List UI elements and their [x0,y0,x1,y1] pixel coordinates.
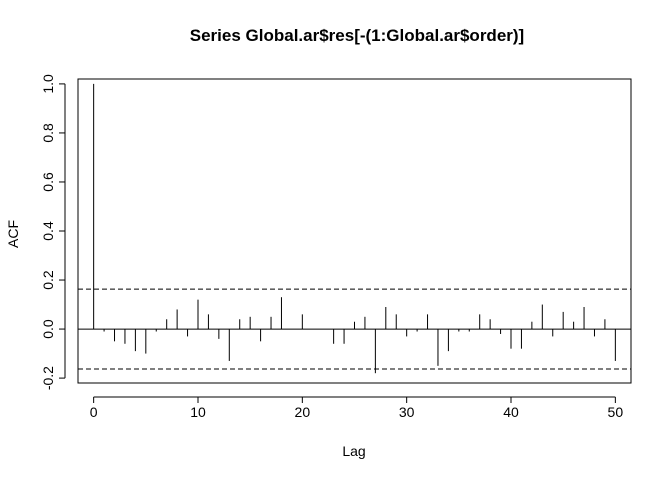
chart-title: Series Global.ar$res[-(1:Global.ar$order… [190,26,524,45]
y-tick-label-0.0: 0.0 [40,319,56,339]
acf-marks [78,83,631,374]
y-tick-label-0.2: 0.2 [40,270,56,290]
y-tick-label--0.2: -0.2 [40,366,56,390]
y-tick-label-0.8: 0.8 [40,123,56,143]
y-axis-label: ACF [5,220,21,248]
axes: 0 10 20 30 40 50 -0.2 0.0 0.2 0.4 0.6 0.8 1.0 [40,74,623,420]
x-axis-label: Lag [342,443,365,459]
x-tick-label-0: 0 [90,404,98,420]
y-tick-label-0.6: 0.6 [40,172,56,192]
y-tick-label-0.4: 0.4 [40,221,56,241]
x-tick-label-40: 40 [503,404,519,420]
x-tick-label-10: 10 [190,404,206,420]
plot-frame [77,78,632,384]
x-tick-label-50: 50 [608,404,624,420]
x-tick-label-30: 30 [399,404,415,420]
y-tick-label-1.0: 1.0 [40,74,56,94]
x-tick-label-20: 20 [295,404,311,420]
